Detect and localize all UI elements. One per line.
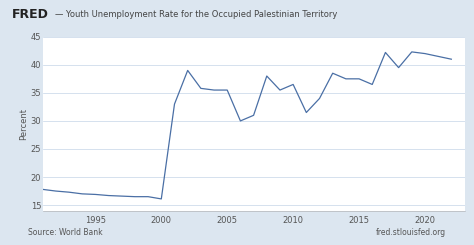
Text: fred.stlouisfed.org: fred.stlouisfed.org [375, 228, 446, 237]
Y-axis label: Percent: Percent [19, 108, 28, 140]
Text: Source: World Bank: Source: World Bank [28, 228, 103, 237]
Text: FRED: FRED [12, 8, 49, 21]
Text: — Youth Unemployment Rate for the Occupied Palestinian Territory: — Youth Unemployment Rate for the Occupi… [55, 10, 337, 19]
